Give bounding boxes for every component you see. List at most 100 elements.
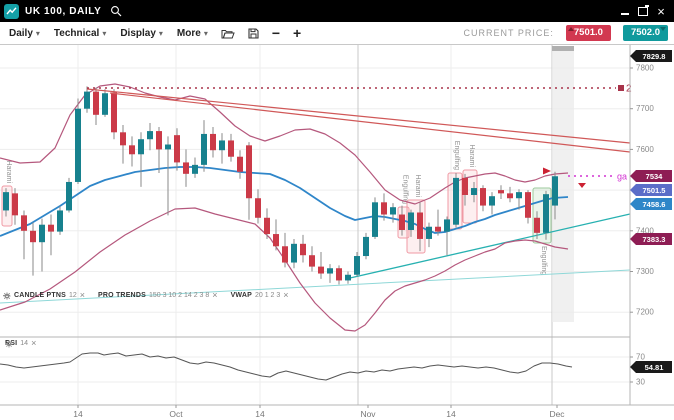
indicator-params: 20 1 2 3 — [254, 292, 281, 299]
minimize-button[interactable] — [616, 2, 634, 20]
pattern-label: Harami — [468, 144, 475, 167]
candle-body — [12, 193, 18, 216]
candle-body — [372, 202, 378, 237]
price-tag — [630, 170, 672, 182]
close-button[interactable]: × — [657, 3, 665, 19]
x-tick-label: 14 — [73, 409, 83, 419]
price-tag — [630, 184, 672, 196]
close-icon[interactable]: × — [212, 290, 218, 300]
candle-body — [228, 140, 234, 157]
y-tick-label: 7300 — [636, 267, 654, 276]
save-icon[interactable] — [248, 27, 259, 39]
level-label: ga — [617, 172, 627, 182]
candle-body — [318, 266, 324, 274]
candle-body — [435, 226, 441, 232]
level-label: 2 — [626, 84, 632, 95]
candle-body — [282, 246, 288, 263]
candle-body — [480, 188, 486, 206]
chart-logo-icon — [4, 3, 19, 19]
rsi-line — [0, 352, 573, 381]
restore-button[interactable] — [634, 2, 652, 20]
indicator-chip-pro-trends[interactable]: PRO TRENDS 150 3 10 2 14 2 3 8 × — [3, 290, 218, 300]
candle-body — [471, 188, 477, 195]
candle-body — [183, 162, 189, 174]
indicator-chip-rsi[interactable]: RSI 14 × — [5, 338, 37, 348]
indicator-params: 14 — [20, 340, 29, 347]
buy-price-button[interactable]: 7502.0 — [622, 25, 668, 41]
candle-body — [507, 193, 513, 199]
chart-toolbar: Daily ▾ Technical ▾ Display ▾ More ▾ − + CUR… — [0, 22, 674, 45]
gear-icon[interactable] — [5, 340, 13, 348]
price-tag-label: 7829.8 — [643, 52, 666, 61]
y-tick-label: 7200 — [636, 308, 654, 317]
menu-technical[interactable]: Technical ▾ — [53, 27, 107, 39]
resistance-trendline — [109, 92, 631, 153]
pattern-label: Harami — [414, 174, 421, 197]
pattern-label: Harami — [5, 160, 12, 183]
price-tag — [630, 50, 672, 62]
price-tag-label: 7383.3 — [643, 235, 666, 244]
candle-body — [417, 212, 423, 239]
moving-average-line — [0, 166, 569, 237]
sell-price-button[interactable]: 7501.0 — [565, 25, 611, 41]
gear-icon[interactable] — [3, 292, 11, 300]
price-tag — [630, 233, 672, 245]
close-icon[interactable]: × — [283, 290, 289, 300]
x-tick-label: Dec — [549, 409, 565, 419]
indicator-chip-vwap[interactable]: VWAP 20 1 2 3 × — [3, 290, 289, 300]
zoom-in-button[interactable]: + — [293, 25, 302, 41]
arrow-down-marker — [578, 183, 586, 188]
candle-body — [399, 214, 405, 230]
chevron-down-icon: ▾ — [158, 28, 163, 38]
indicator-params: 12 — [68, 292, 77, 299]
candle-body — [246, 145, 252, 199]
candle-body — [552, 176, 558, 206]
zoom-out-button[interactable]: − — [271, 25, 281, 41]
tick-direction-icon — [660, 27, 666, 31]
candle-body — [75, 108, 81, 182]
x-tick-label: Oct — [169, 409, 183, 419]
candle-body — [444, 219, 450, 232]
price-tag — [630, 198, 672, 210]
y-tick-label: 7700 — [636, 104, 654, 113]
price-tag-label: 54.81 — [645, 363, 664, 372]
candle-body — [147, 131, 153, 140]
resistance-trendline — [86, 88, 631, 144]
candle-body — [354, 256, 360, 275]
menu-more[interactable]: More ▾ — [176, 27, 208, 39]
candle-body — [201, 133, 207, 165]
menu-daily[interactable]: Daily ▾ — [9, 27, 40, 39]
chevron-down-icon: ▾ — [203, 28, 208, 38]
open-folder-icon[interactable] — [221, 28, 235, 39]
current-period-band — [552, 46, 574, 322]
candle-body — [129, 145, 135, 155]
candle-body — [255, 198, 261, 218]
close-icon[interactable]: × — [79, 290, 86, 300]
candle-body — [516, 192, 522, 199]
candle-body — [111, 92, 117, 133]
x-tick-label: Nov — [360, 409, 376, 419]
indicator-chip-candle-ptns[interactable]: CANDLE PTNS 12 × — [3, 290, 86, 300]
price-chart[interactable]: Harami Engulfing Harami Engulfing Harami Engu… — [0, 45, 674, 420]
chart-region: Harami Engulfing Harami Engulfing Harami Engu… — [0, 45, 674, 420]
pattern-label: Engulfing — [540, 246, 547, 275]
y-tick-label: 7400 — [636, 226, 654, 235]
search-icon[interactable] — [110, 5, 122, 17]
candle-body — [543, 194, 549, 233]
arrow-right-marker — [543, 167, 551, 175]
indicator-name: PRO TRENDS — [98, 292, 146, 299]
instrument-title: UK 100, DAILY — [25, 5, 102, 17]
candle-body — [309, 255, 315, 267]
candle-body — [498, 190, 504, 194]
chevron-down-icon: ▾ — [102, 28, 107, 38]
indicator-name: VWAP — [230, 292, 252, 299]
menu-display[interactable]: Display ▾ — [120, 27, 163, 39]
price-tag-label: 7501.5 — [643, 186, 666, 195]
x-tick-label: 14 — [446, 409, 456, 419]
candle-body — [336, 268, 342, 281]
current-price-label: CURRENT PRICE: — [463, 28, 554, 38]
price-tag — [630, 361, 672, 373]
pattern-label: Engulfing — [453, 141, 460, 170]
close-icon[interactable]: × — [31, 338, 37, 348]
indicator-name: CANDLE PTNS — [14, 292, 66, 299]
